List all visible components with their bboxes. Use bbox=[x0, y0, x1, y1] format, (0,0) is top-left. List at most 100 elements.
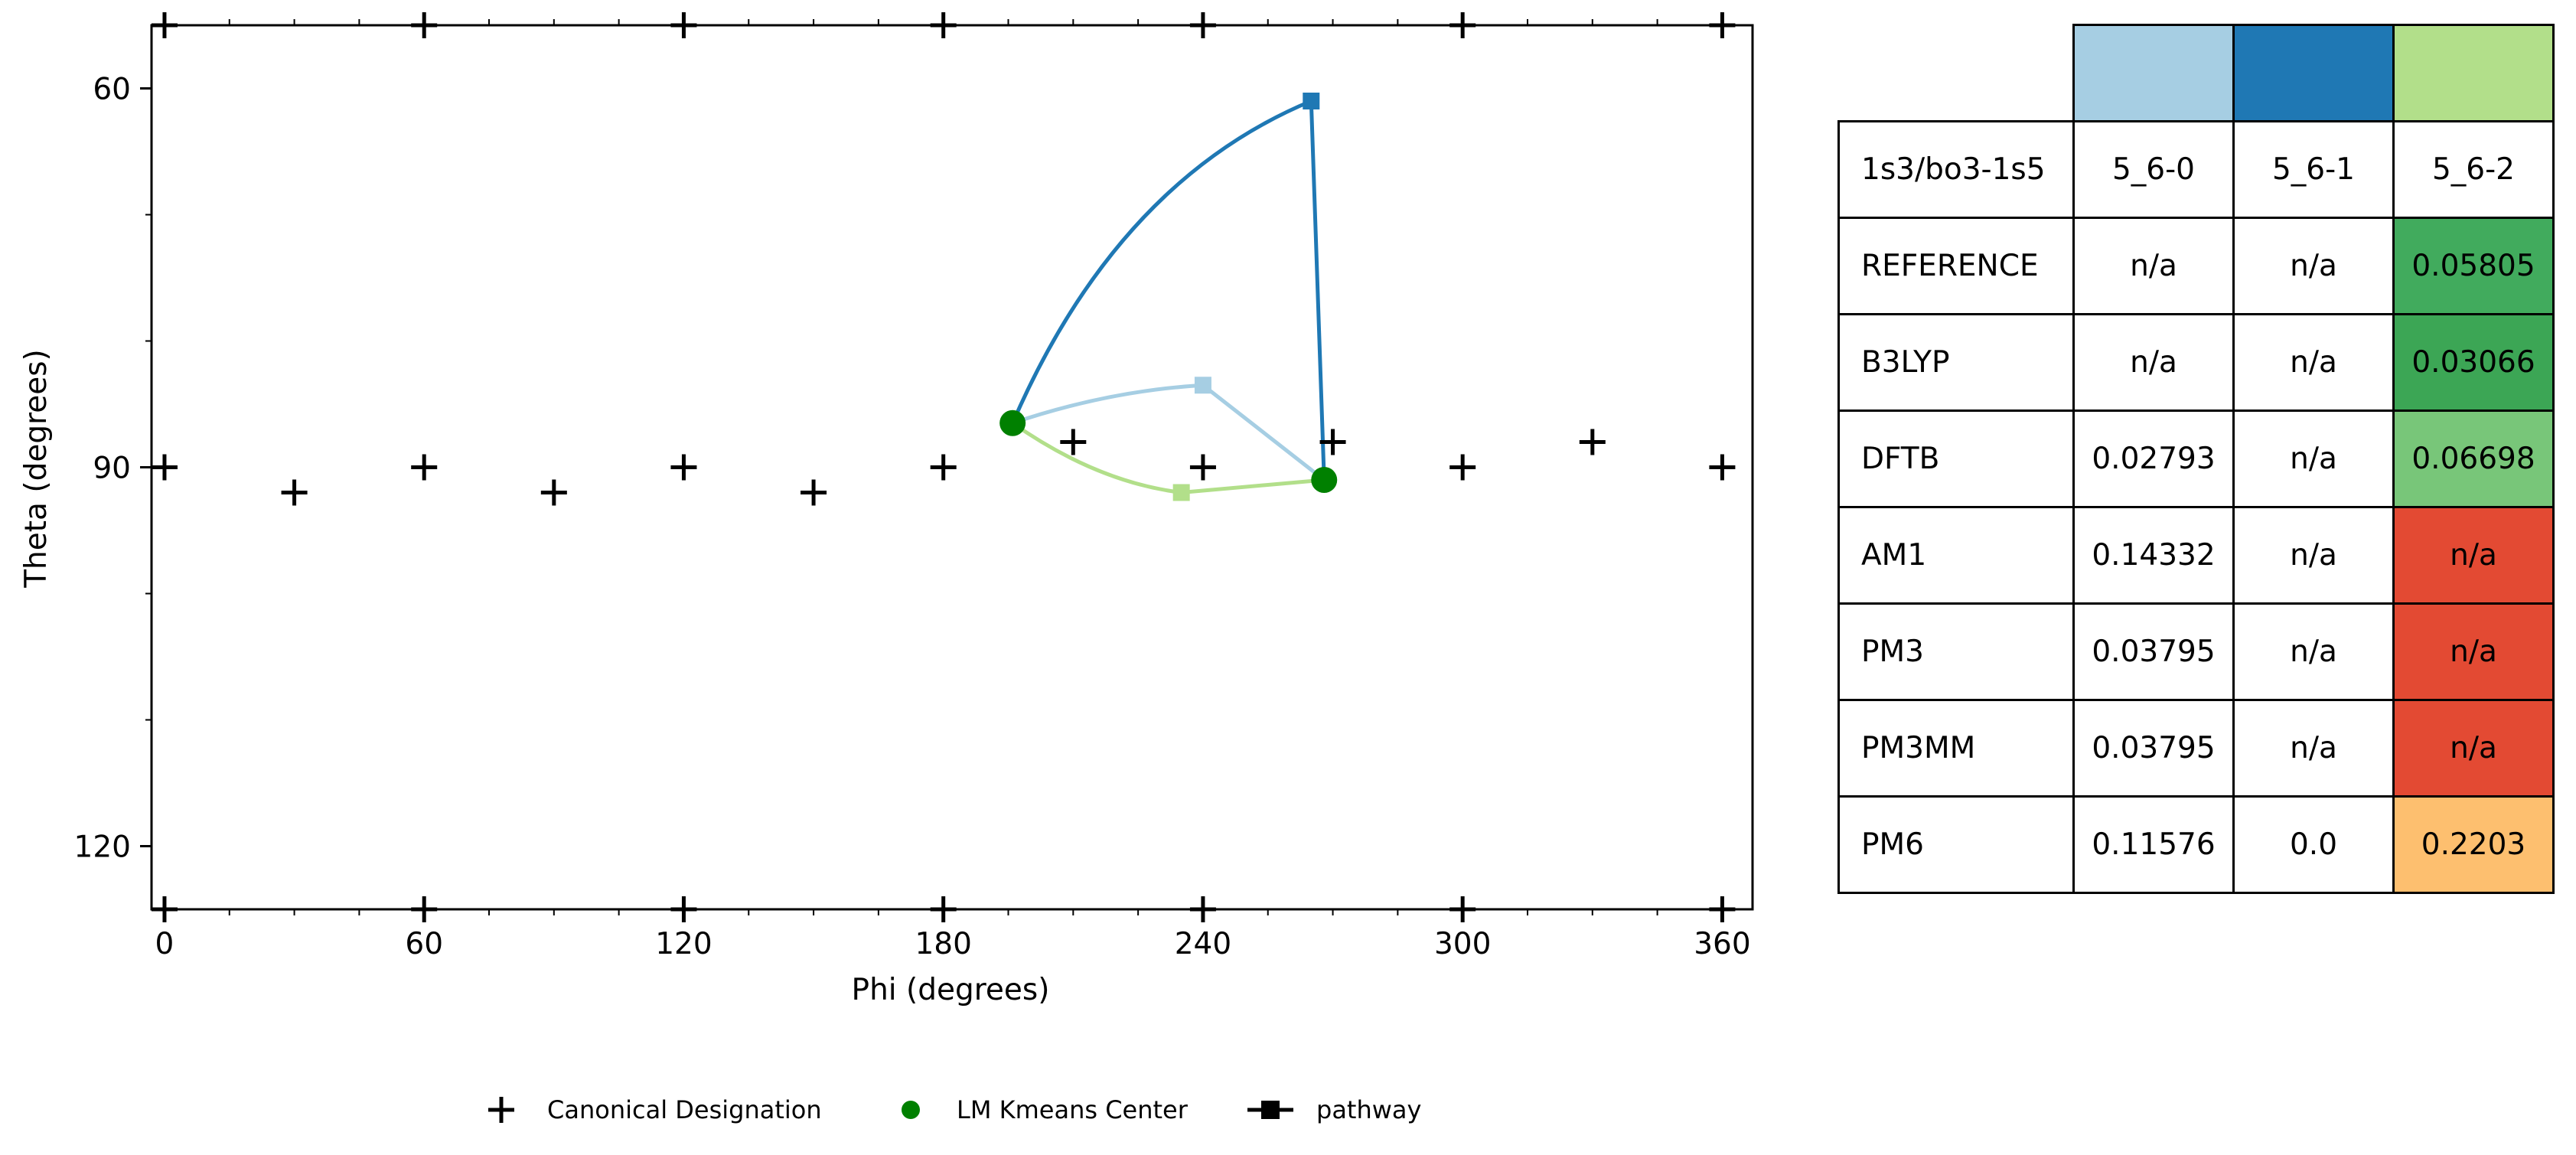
legend-label: Canonical Designation bbox=[547, 1095, 822, 1124]
x-tick-label: 360 bbox=[1694, 927, 1750, 961]
table-value-cell: n/a bbox=[2232, 313, 2395, 412]
axis-ticks: 0 60 120 180 240 300 360 60 90 120 bbox=[74, 14, 1751, 961]
legend-item: LM Kmeans Center bbox=[902, 1095, 1189, 1124]
table-value-cell: 0.11576 bbox=[2072, 795, 2235, 894]
canonical-designation-marker bbox=[801, 479, 827, 506]
canonical-designation-marker bbox=[1449, 12, 1476, 38]
canonical-designation-marker bbox=[1709, 454, 1736, 481]
pathway-midpoint-marker bbox=[1172, 484, 1190, 501]
table-value-cell: n/a bbox=[2072, 217, 2235, 315]
table-value-cell: n/a bbox=[2392, 506, 2555, 605]
x-tick-label: 240 bbox=[1175, 927, 1231, 961]
table-header-cell: 5_6-1 bbox=[2232, 120, 2395, 219]
canonical-designation-marker bbox=[1449, 896, 1476, 922]
table-value-cell: n/a bbox=[2232, 699, 2395, 798]
canonical-designation-markers bbox=[151, 12, 1736, 922]
canonical-designation-marker bbox=[411, 454, 438, 481]
canonical-designation-marker bbox=[1060, 429, 1087, 455]
kmeans-center-markers bbox=[999, 409, 1338, 493]
table-value-cell: n/a bbox=[2232, 506, 2395, 605]
canonical-designation-marker bbox=[151, 454, 178, 481]
canonical-designation-marker bbox=[151, 896, 178, 922]
x-tick-label: 300 bbox=[1434, 927, 1491, 961]
legend-label: LM Kmeans Center bbox=[957, 1095, 1189, 1124]
canonical-designation-marker bbox=[281, 479, 308, 506]
kmeans-center-marker bbox=[999, 409, 1026, 436]
table-method-cell: B3LYP bbox=[1837, 313, 2075, 412]
table-row: DFTB 0.02793 n/a 0.06698 bbox=[1837, 409, 2555, 508]
table-value-cell: n/a bbox=[2392, 699, 2555, 798]
table-value-cell: 0.05805 bbox=[2392, 217, 2555, 315]
table-method-cell: PM3 bbox=[1837, 602, 2075, 701]
legend-circle-icon bbox=[902, 1101, 920, 1119]
y-tick-label: 120 bbox=[74, 830, 131, 865]
table-value-cell: 0.14332 bbox=[2072, 506, 2235, 605]
canonical-designation-marker bbox=[1189, 896, 1216, 922]
x-tick-label: 180 bbox=[915, 927, 971, 961]
canonical-designation-marker bbox=[411, 12, 438, 38]
pathway-line bbox=[1011, 421, 1325, 495]
canonical-designation-marker bbox=[930, 896, 957, 922]
canonical-designation-marker bbox=[670, 454, 697, 481]
table-value-cell: 0.2203 bbox=[2392, 795, 2555, 894]
table-header-cell: 1s3/bo3-1s5 bbox=[1837, 120, 2075, 219]
canonical-designation-marker bbox=[411, 896, 438, 922]
table-value-cell: 0.03795 bbox=[2072, 602, 2235, 701]
table-header-row: 1s3/bo3-1s5 5_6-0 5_6-1 5_6-2 bbox=[1837, 120, 2555, 219]
pathway-line bbox=[1012, 383, 1325, 481]
table-color-swatch bbox=[2232, 24, 2395, 122]
table-value-cell: n/a bbox=[2392, 602, 2555, 701]
canonical-designation-marker bbox=[1579, 429, 1606, 455]
table-value-cell: n/a bbox=[2072, 313, 2235, 412]
table-method-cell: REFERENCE bbox=[1837, 217, 2075, 315]
table-method-cell: PM6 bbox=[1837, 795, 2075, 894]
canonical-designation-marker bbox=[540, 479, 567, 506]
table-row: B3LYP n/a n/a 0.03066 bbox=[1837, 313, 2555, 412]
table-empty-corner bbox=[1839, 25, 2074, 122]
legend-item: Canonical Designation bbox=[488, 1095, 822, 1124]
table-row: REFERENCE n/a n/a 0.05805 bbox=[1837, 217, 2555, 315]
canonical-designation-marker bbox=[930, 12, 957, 38]
legend-label: pathway bbox=[1316, 1095, 1421, 1124]
y-tick-label: 90 bbox=[93, 452, 131, 486]
x-axis-label: Phi (degrees) bbox=[852, 973, 1050, 1007]
y-tick-label: 60 bbox=[93, 73, 131, 107]
pathway-line bbox=[1010, 98, 1326, 481]
x-tick-label: 0 bbox=[155, 927, 174, 961]
legend-item: pathway bbox=[1247, 1095, 1421, 1124]
table-value-cell: 0.0 bbox=[2232, 795, 2395, 894]
canonical-designation-marker bbox=[1449, 454, 1476, 481]
canonical-designation-marker bbox=[670, 12, 697, 38]
table-color-swatch bbox=[2072, 24, 2235, 122]
table-value-cell: n/a bbox=[2232, 409, 2395, 508]
table-value-cell: n/a bbox=[2232, 602, 2395, 701]
canonical-designation-marker bbox=[151, 12, 178, 38]
table-row: AM1 0.14332 n/a n/a bbox=[1837, 506, 2555, 605]
x-tick-label: 120 bbox=[655, 927, 712, 961]
results-table: 1s3/bo3-1s5 5_6-0 5_6-1 5_6-2 REFERENCE n/a n/… bbox=[1837, 24, 2555, 894]
legend: Canonical Designation LM Kmeans Center pat… bbox=[488, 1095, 1421, 1124]
x-tick-label: 60 bbox=[405, 927, 443, 961]
table-value-cell: 0.06698 bbox=[2392, 409, 2555, 508]
table-value-cell: 0.03066 bbox=[2392, 313, 2555, 412]
table-color-swatch bbox=[2392, 24, 2555, 122]
table-row: PM6 0.11576 0.0 0.2203 bbox=[1837, 795, 2555, 894]
table-header-cell: 5_6-0 bbox=[2072, 120, 2235, 219]
pathway-midpoint-marker bbox=[1303, 93, 1320, 109]
table-method-cell: DFTB bbox=[1837, 409, 2075, 508]
table-value-cell: 0.02793 bbox=[2072, 409, 2235, 508]
canonical-designation-marker bbox=[1189, 12, 1216, 38]
kmeans-center-marker bbox=[1311, 467, 1338, 493]
pathway-lines bbox=[1010, 93, 1326, 501]
table-color-header-row bbox=[1839, 24, 2555, 122]
canonical-designation-marker bbox=[1709, 12, 1736, 38]
table-method-cell: AM1 bbox=[1837, 506, 2075, 605]
canonical-designation-marker bbox=[670, 896, 697, 922]
table-value-cell: 0.03795 bbox=[2072, 699, 2235, 798]
table-row: PM3MM 0.03795 n/a n/a bbox=[1837, 699, 2555, 798]
canonical-designation-marker bbox=[1189, 454, 1216, 481]
canonical-designation-marker bbox=[1319, 429, 1346, 455]
table-row: PM3 0.03795 n/a n/a bbox=[1837, 602, 2555, 701]
canonical-designation-marker bbox=[930, 454, 957, 481]
